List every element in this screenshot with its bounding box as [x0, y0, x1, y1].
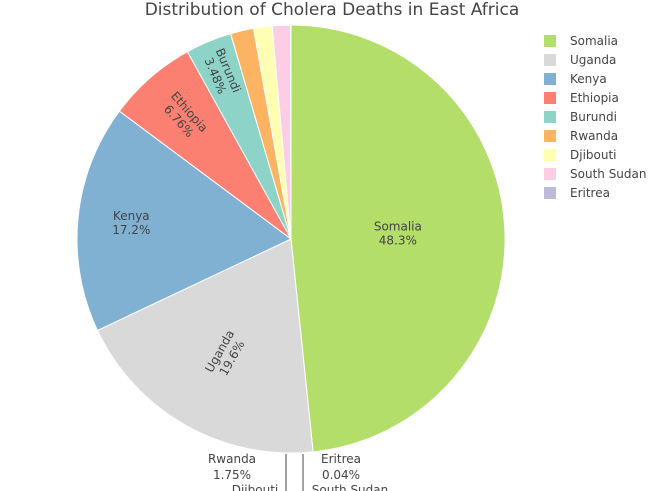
- legend-item-burundi[interactable]: Burundi: [544, 110, 617, 124]
- pie-slices: [76, 24, 506, 454]
- legend-item-djibouti[interactable]: Djibouti: [544, 148, 617, 162]
- legend-label-kenya: Kenya: [570, 72, 607, 86]
- slice-label-south-sudan: South Sudan: [312, 483, 389, 491]
- legend-item-uganda[interactable]: Uganda: [544, 53, 616, 67]
- legend-swatch-burundi: [544, 111, 556, 123]
- legend-label-somalia: Somalia: [570, 34, 618, 48]
- legend-label-djibouti: Djibouti: [570, 148, 617, 162]
- legend-swatch-djibouti: [544, 149, 556, 161]
- legend-swatch-rwanda: [544, 130, 556, 142]
- legend-item-eritrea[interactable]: Eritrea: [544, 186, 610, 200]
- slice-label-somalia: Somalia 48.3%: [374, 219, 422, 247]
- legend-swatch-somalia: [544, 35, 556, 47]
- pie-slice-uganda: [96, 238, 314, 454]
- legend-swatch-south-sudan: [544, 168, 556, 180]
- legend-label-eritrea: Eritrea: [570, 186, 610, 200]
- legend-swatch-uganda: [544, 54, 556, 66]
- legend-label-uganda: Uganda: [570, 53, 616, 67]
- legend-item-rwanda[interactable]: Rwanda: [544, 129, 618, 143]
- chart-title: Distribution of Cholera Deaths in East A…: [145, 0, 520, 20]
- slice-label-eritrea: Eritrea 0.04%: [321, 452, 361, 482]
- legend-item-kenya[interactable]: Kenya: [544, 72, 607, 86]
- legend-label-rwanda: Rwanda: [570, 129, 618, 143]
- slice-label-djibouti: Djibouti: [232, 483, 279, 491]
- legend-swatch-ethiopia: [544, 92, 556, 104]
- slice-labels: Somalia 48.3%Uganda19.6%Kenya 17.2%Ethiopi…: [112, 46, 422, 491]
- legend-item-south-sudan[interactable]: South Sudan: [544, 167, 647, 181]
- legend-label-ethiopia: Ethiopia: [570, 91, 619, 105]
- pie-slice-somalia: [290, 24, 506, 453]
- pie-slice-kenya: [76, 110, 292, 332]
- pie-slice-eritrea: [289, 24, 292, 240]
- legend-label-burundi: Burundi: [570, 110, 617, 124]
- slice-label-rwanda: Rwanda 1.75%: [208, 452, 256, 482]
- legend-item-somalia[interactable]: Somalia: [544, 34, 618, 48]
- legend: Somalia Uganda Kenya Ethiopia Burundi Rwanda D…: [544, 34, 647, 200]
- legend-swatch-eritrea: [544, 187, 556, 199]
- slice-label-kenya: Kenya 17.2%: [112, 209, 150, 237]
- legend-swatch-kenya: [544, 73, 556, 85]
- legend-label-south-sudan: South Sudan: [570, 167, 647, 181]
- legend-item-ethiopia[interactable]: Ethiopia: [544, 91, 619, 105]
